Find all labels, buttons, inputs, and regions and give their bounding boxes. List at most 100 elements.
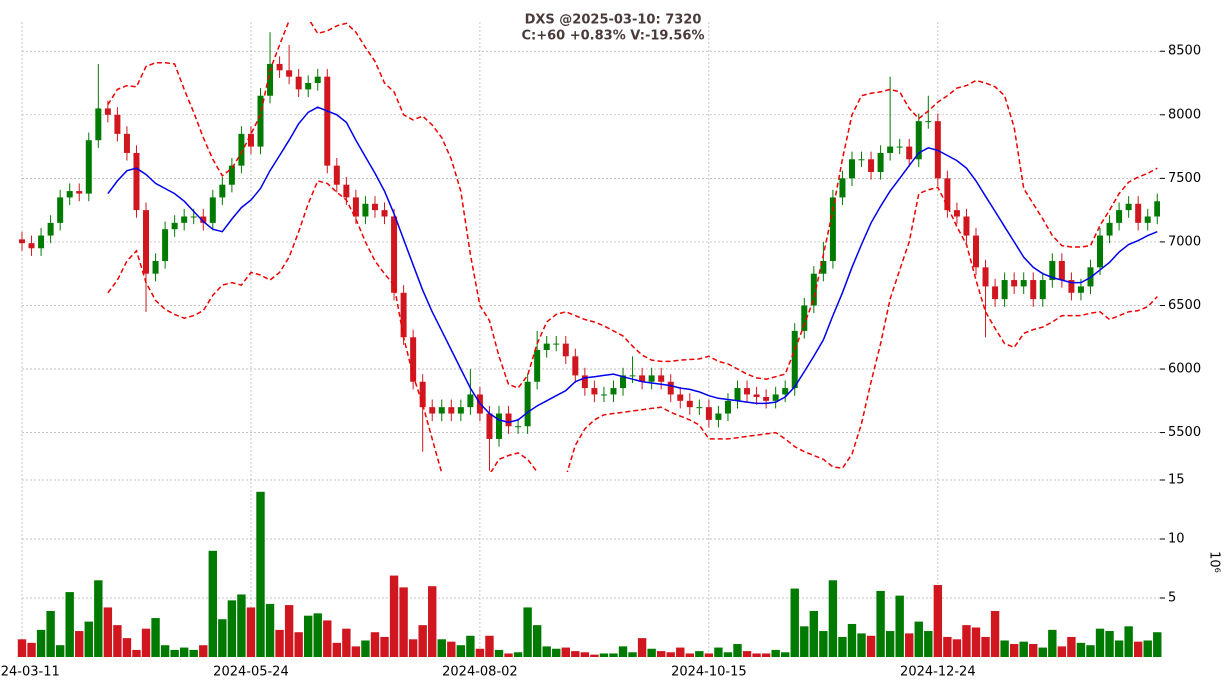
candle-body	[1030, 280, 1037, 300]
candle-body	[190, 216, 197, 218]
volume-bar	[132, 649, 141, 657]
volume-bar	[256, 491, 265, 657]
candle-body	[658, 375, 665, 382]
volume-bar	[237, 594, 246, 657]
candle-body	[877, 152, 884, 172]
volume-bar	[752, 653, 761, 657]
y-tick-label: 10	[1168, 532, 1185, 547]
volume-bar	[590, 654, 599, 657]
volume-bar	[75, 631, 84, 657]
candle-body	[610, 388, 617, 395]
volume-bar	[389, 575, 399, 657]
volume-bar	[895, 595, 904, 657]
candle-body	[95, 108, 102, 141]
candle-body	[572, 356, 579, 376]
candle-body	[419, 381, 426, 408]
candle-body	[438, 407, 445, 414]
candle-body	[1125, 203, 1132, 211]
candle-body	[648, 375, 655, 382]
volume-bar	[313, 613, 322, 657]
volume-bar	[122, 638, 132, 657]
volume-bar	[189, 649, 198, 657]
volume-bar	[1009, 644, 1019, 657]
candle-body	[696, 407, 703, 409]
volume-bar	[599, 653, 609, 657]
volume-bar	[55, 645, 65, 657]
volume-bar	[141, 628, 151, 657]
candle-body	[887, 146, 894, 153]
volume-bar	[905, 633, 914, 657]
candle-body	[963, 216, 970, 236]
volume-bar	[1114, 640, 1124, 657]
chart-title: DXS @2025-03-10: 7320	[525, 13, 702, 28]
candle-body	[333, 165, 340, 185]
candle-body	[19, 239, 25, 244]
candle-body	[123, 133, 130, 153]
volume-bar	[380, 636, 389, 657]
volume-bar	[447, 641, 456, 657]
volume-bar	[294, 632, 303, 657]
candle-body	[286, 70, 293, 77]
volume-bar	[1048, 629, 1057, 657]
volume-bar	[580, 652, 590, 657]
volume-bar	[370, 632, 380, 657]
candle-body	[1144, 216, 1151, 223]
volume-bar	[637, 638, 647, 657]
volume-bar	[828, 580, 838, 657]
candle-body	[209, 197, 216, 223]
candle-body	[1020, 280, 1027, 287]
volume-bar	[170, 649, 179, 657]
volume-bar	[475, 648, 485, 657]
volume-bar	[27, 642, 36, 657]
candle-body	[925, 121, 932, 123]
y-tick-label: 8000	[1168, 107, 1201, 122]
volume-bar	[504, 653, 513, 657]
volume-bar	[666, 652, 675, 657]
volume-bar	[990, 610, 1000, 657]
candle-body	[1154, 201, 1160, 217]
candle-body	[238, 133, 245, 166]
candle-body	[267, 63, 274, 96]
y-tick-label: 8500	[1168, 44, 1201, 59]
candle-body	[581, 375, 588, 389]
y-tick-label: 7500	[1168, 171, 1201, 186]
candle-body	[247, 133, 254, 147]
candle-body	[429, 407, 436, 414]
volume-bar	[962, 625, 971, 657]
grid	[21, 22, 1160, 657]
volume-bar	[1086, 645, 1095, 657]
candle-body	[515, 426, 522, 428]
volume-bar	[532, 625, 542, 657]
labels: 5500 6000 6500 7000 7500 8000 8500 5 10 15 2024-03…	[0, 44, 1201, 680]
volume-bar	[1057, 646, 1067, 657]
volume-bar	[342, 628, 351, 657]
volume-bar	[885, 631, 895, 657]
candle-body	[724, 400, 731, 414]
candle-body	[753, 394, 760, 397]
volume-bar	[160, 645, 170, 657]
volume-bar	[523, 607, 532, 657]
volume-bar	[933, 585, 943, 657]
volume-bar	[304, 615, 313, 657]
volume-bar	[609, 653, 618, 657]
candle-body	[953, 210, 960, 217]
volume-bar	[1143, 640, 1152, 657]
volume-bar	[1000, 640, 1009, 657]
candle-body	[305, 83, 312, 90]
candle-body	[543, 343, 550, 350]
volume-bar	[65, 592, 74, 657]
volume-bar	[485, 635, 494, 657]
volume-bar	[866, 635, 876, 657]
volume-bar	[332, 642, 342, 657]
candle-body	[496, 413, 502, 439]
candle-body	[228, 165, 235, 185]
volume-bar	[265, 603, 275, 657]
volume-bar	[656, 651, 666, 657]
candle-body	[1001, 280, 1008, 300]
candle-body	[848, 159, 855, 179]
candle-body	[562, 343, 569, 357]
candle-body	[553, 343, 560, 345]
volume-bar	[628, 652, 637, 657]
volume-bar	[857, 633, 866, 657]
